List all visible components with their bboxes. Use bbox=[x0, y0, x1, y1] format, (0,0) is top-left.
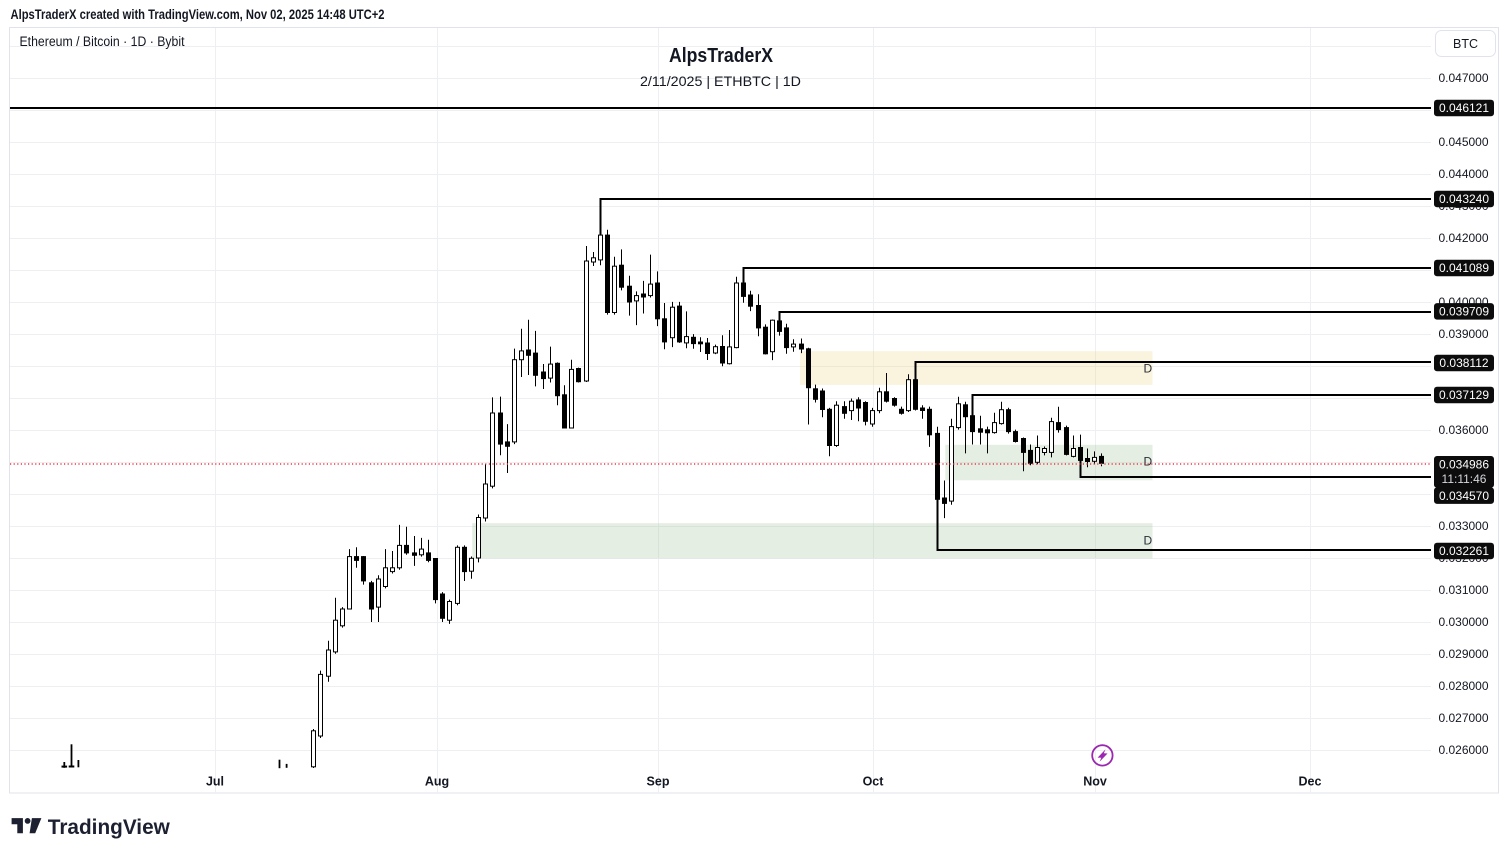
svg-text:0.045000: 0.045000 bbox=[1438, 135, 1488, 149]
svg-text:0.034570: 0.034570 bbox=[1439, 489, 1489, 503]
svg-text:Dec: Dec bbox=[1299, 775, 1322, 789]
svg-text:0.027000: 0.027000 bbox=[1438, 711, 1488, 725]
svg-text:0.046121: 0.046121 bbox=[1439, 101, 1489, 115]
svg-text:AlpsTraderX: AlpsTraderX bbox=[669, 45, 774, 67]
svg-text:0.026000: 0.026000 bbox=[1438, 743, 1488, 757]
svg-text:TradingView: TradingView bbox=[48, 815, 170, 839]
svg-text:11:11:46: 11:11:46 bbox=[1442, 472, 1487, 486]
svg-text:0.036000: 0.036000 bbox=[1438, 423, 1488, 437]
svg-text:0.039000: 0.039000 bbox=[1438, 327, 1488, 341]
svg-text:Jul: Jul bbox=[206, 775, 224, 789]
svg-text:0.038112: 0.038112 bbox=[1439, 356, 1488, 370]
svg-text:D: D bbox=[1144, 533, 1153, 547]
svg-text:2/11/2025 | ETHBTC | 1D: 2/11/2025 | ETHBTC | 1D bbox=[640, 73, 801, 89]
svg-text:0.047000: 0.047000 bbox=[1438, 71, 1488, 85]
svg-text:0.031000: 0.031000 bbox=[1438, 583, 1488, 597]
svg-text:Aug: Aug bbox=[425, 775, 449, 789]
svg-text:0.039709: 0.039709 bbox=[1439, 305, 1489, 319]
svg-text:Nov: Nov bbox=[1083, 775, 1107, 789]
svg-text:0.043240: 0.043240 bbox=[1439, 192, 1489, 206]
svg-text:0.041089: 0.041089 bbox=[1439, 261, 1489, 275]
svg-text:0.037129: 0.037129 bbox=[1439, 388, 1489, 402]
svg-text:Oct: Oct bbox=[863, 775, 885, 789]
svg-text:Ethereum / Bitcoin · 1D · Bybi: Ethereum / Bitcoin · 1D · Bybit bbox=[20, 34, 185, 49]
svg-text:0.044000: 0.044000 bbox=[1438, 167, 1488, 181]
svg-text:0.032261: 0.032261 bbox=[1439, 544, 1489, 558]
svg-text:D: D bbox=[1144, 361, 1153, 375]
svg-text:AlpsTraderX created with Tradi: AlpsTraderX created with TradingView.com… bbox=[11, 7, 385, 22]
svg-text:0.028000: 0.028000 bbox=[1438, 679, 1488, 693]
svg-text:D: D bbox=[1144, 454, 1153, 468]
svg-text:0.029000: 0.029000 bbox=[1438, 647, 1488, 661]
svg-text:0.042000: 0.042000 bbox=[1438, 231, 1488, 245]
svg-text:Sep: Sep bbox=[647, 775, 670, 789]
svg-text:0.030000: 0.030000 bbox=[1438, 615, 1488, 629]
svg-text:0.034986: 0.034986 bbox=[1439, 458, 1489, 472]
svg-text:BTC: BTC bbox=[1453, 37, 1478, 51]
svg-text:0.033000: 0.033000 bbox=[1438, 519, 1488, 533]
